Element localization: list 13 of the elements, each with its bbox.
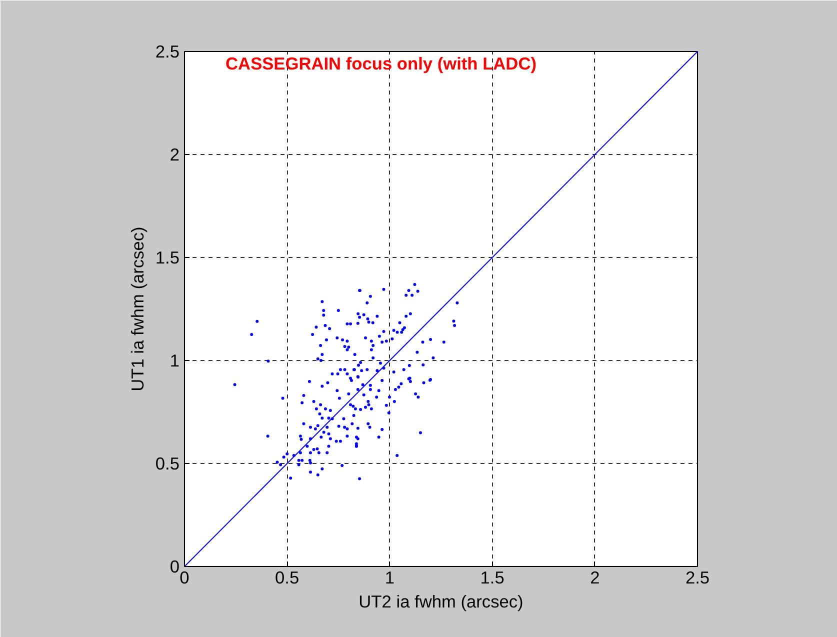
x-tick-label: 1 [384,568,395,588]
chart-title: CASSEGRAIN focus only (with LADC) [226,54,536,74]
y-tick-label: 1.5 [155,248,180,268]
x-tick-label: 2.5 [685,568,710,588]
x-axis-title: UT2 ia fwhm (arcsec) [358,592,524,612]
x-tick-label: 2 [590,568,600,588]
x-tick-label: 0.5 [275,568,300,588]
x-tick-label: 1.5 [480,568,504,588]
y-tick-label: 2 [170,144,180,164]
y-tick-label: 2.5 [155,42,180,62]
y-tick-label: 0.5 [155,454,180,474]
y-axis-title: UT1 ia fwhm (arcsec) [127,226,148,392]
y-tick-label: 1 [170,350,180,370]
